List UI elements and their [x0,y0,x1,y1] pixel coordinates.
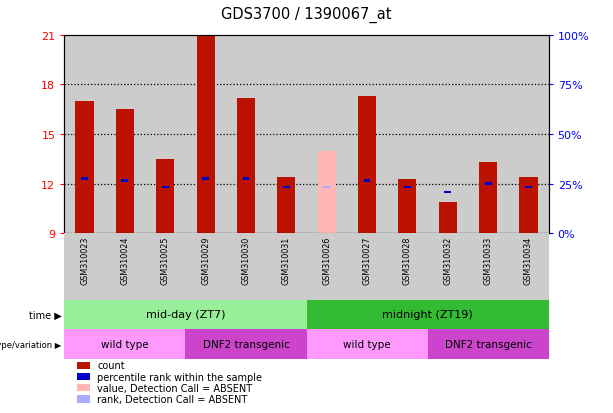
Bar [347,36,387,234]
Bar [145,234,185,300]
Bar [306,36,347,234]
Text: GSM310026: GSM310026 [322,236,331,285]
Bar [364,180,370,182]
Text: GSM310031: GSM310031 [282,236,291,285]
Bar [156,159,174,234]
Bar [185,234,226,300]
Text: wild type: wild type [101,339,149,349]
Text: wild type: wild type [343,339,391,349]
Bar [427,36,468,234]
Bar [468,36,508,234]
Text: value, Detection Call = ABSENT: value, Detection Call = ABSENT [97,383,253,393]
Text: GSM310028: GSM310028 [403,236,412,285]
Bar [277,178,295,234]
Text: genotype/variation ▶: genotype/variation ▶ [0,340,61,349]
Text: DNF2 transgenic: DNF2 transgenic [444,339,531,349]
Bar [439,202,457,234]
Bar [121,180,128,182]
Text: GSM310027: GSM310027 [362,236,371,285]
Bar [347,234,387,300]
Bar [283,186,290,189]
Bar [64,234,105,300]
Bar [64,330,186,359]
Bar [202,178,209,180]
Bar [185,36,226,234]
Text: GSM310032: GSM310032 [443,236,452,285]
Bar [485,183,492,185]
Bar [105,36,145,234]
Bar [358,97,376,234]
Bar [237,98,255,234]
Bar [444,191,451,194]
Text: DNF2 transgenic: DNF2 transgenic [202,339,289,349]
Bar [64,300,306,330]
Bar [226,234,266,300]
Text: count: count [97,361,125,370]
Bar [519,178,538,234]
Text: rank, Detection Call = ABSENT: rank, Detection Call = ABSENT [97,394,248,404]
Bar [64,36,105,234]
Text: time ▶: time ▶ [29,310,61,320]
Bar [116,110,134,234]
Bar [266,36,306,234]
Bar [428,330,549,359]
Text: GSM310029: GSM310029 [201,236,210,285]
Bar [404,186,411,189]
Bar [266,234,306,300]
Bar [105,234,145,300]
Text: GSM310033: GSM310033 [484,236,493,285]
Text: GSM310025: GSM310025 [161,236,170,285]
Text: GDS3700 / 1390067_at: GDS3700 / 1390067_at [221,7,392,23]
Bar [186,330,306,359]
Bar [162,186,169,189]
Text: percentile rank within the sample: percentile rank within the sample [97,372,262,382]
Text: GSM310024: GSM310024 [120,236,129,285]
Bar [387,234,428,300]
Text: GSM310034: GSM310034 [524,236,533,285]
Bar [306,234,347,300]
Text: mid-day (ZT7): mid-day (ZT7) [146,310,225,320]
Bar [243,178,249,180]
Bar [398,179,416,234]
Bar [508,36,549,234]
Bar [387,36,428,234]
Bar [318,151,336,234]
Bar [306,300,549,330]
Bar [145,36,185,234]
Bar [81,178,88,180]
Bar [306,330,428,359]
Text: GSM310030: GSM310030 [242,236,251,285]
Bar [226,36,266,234]
Bar [75,102,94,234]
Bar [479,163,497,234]
Bar [468,234,508,300]
Bar [197,36,215,234]
Bar [525,186,532,189]
Text: midnight (ZT19): midnight (ZT19) [382,310,473,320]
Bar [427,234,468,300]
Text: GSM310023: GSM310023 [80,236,89,285]
Bar [323,186,330,189]
Bar [508,234,549,300]
